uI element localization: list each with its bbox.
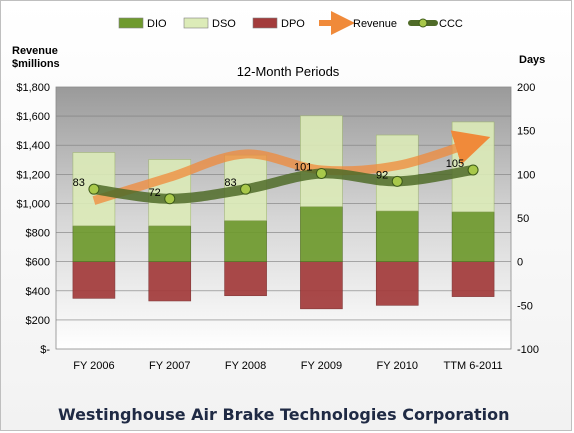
left-tick-label: $600 (26, 257, 50, 269)
left-tick-label: $1,400 (16, 140, 50, 152)
left-tick-label: $1,200 (16, 169, 50, 181)
dso-bar (375, 134, 419, 212)
category-label: TTM 6-2011 (444, 360, 503, 372)
ccc-point (240, 183, 252, 195)
left-axis-title: Revenue $millions (12, 45, 82, 71)
ccc-point (315, 167, 327, 179)
company-name: Westinghouse Air Brake Technologies Corp… (58, 405, 510, 424)
category-label: FY 2010 (377, 360, 418, 372)
right-tick-label: -50 (517, 300, 533, 312)
legend-swatch-dio (118, 17, 144, 29)
ccc-data-label: 72 (149, 187, 161, 199)
ccc-data-label: 83 (224, 177, 236, 189)
right-tick-label: -100 (517, 344, 539, 356)
dpo-bar (148, 261, 192, 302)
category-label: FY 2009 (301, 360, 342, 372)
left-tick-label: $800 (26, 228, 50, 240)
legend-label-dpo: DPO (281, 18, 305, 30)
ccc-data-label: 83 (73, 177, 85, 189)
dso-bar (300, 115, 343, 207)
category-label: FY 2008 (225, 360, 266, 372)
right-axis-title: Days (519, 54, 546, 66)
ccc-point (391, 175, 403, 187)
dio-bar (375, 210, 419, 262)
dio-bar (300, 206, 343, 262)
left-tick-label: $- (40, 344, 50, 356)
legend-marker-ccc (418, 18, 428, 28)
ccc-line (88, 164, 479, 204)
ccc-point (88, 183, 100, 195)
ccc-point (164, 193, 176, 205)
chart-title: 12-Month Periods (236, 64, 340, 79)
dpo-bar (300, 261, 343, 310)
right-tick-label: 100 (517, 169, 535, 181)
ccc-point (467, 164, 479, 176)
dpo-bar (72, 261, 116, 299)
right-tick-label: 200 (517, 82, 535, 94)
legend-swatch-dso (183, 17, 209, 29)
ccc-data-label: 101 (294, 161, 312, 173)
right-tick-label: 50 (517, 213, 529, 225)
left-tick-label: $1,800 (16, 82, 50, 94)
legend-swatch-dpo (252, 17, 278, 29)
left-tick-label: $1,000 (16, 198, 50, 210)
dio-bar (224, 220, 267, 262)
left-tick-label: $200 (26, 315, 50, 327)
left-tick-label: $400 (26, 286, 50, 298)
ccc-data-label: 105 (446, 158, 464, 170)
category-label: FY 2007 (149, 360, 190, 372)
legend-label-revenue: Revenue (353, 18, 397, 30)
dpo-bar (224, 261, 267, 297)
legend-label-dio: DIO (147, 18, 167, 30)
left-tick-label: $1,600 (16, 111, 50, 123)
legend-label-dso: DSO (212, 18, 236, 30)
right-tick-label: 0 (517, 257, 523, 269)
left-axis-title-line1: Revenue (12, 45, 58, 57)
dio-bar (451, 211, 495, 262)
legend-label-ccc: CCC (439, 18, 463, 30)
dio-bar (72, 225, 116, 262)
category-label: FY 2006 (73, 360, 114, 372)
dpo-bar (451, 261, 495, 297)
plot-area (55, 86, 512, 350)
revenue-arrow (92, 130, 491, 205)
right-tick-label: 150 (517, 126, 535, 138)
left-axis-title-line2: $millions (12, 58, 60, 70)
ccc-data-label: 92 (376, 169, 388, 181)
dpo-bar (375, 261, 419, 306)
dio-bar (148, 225, 192, 262)
